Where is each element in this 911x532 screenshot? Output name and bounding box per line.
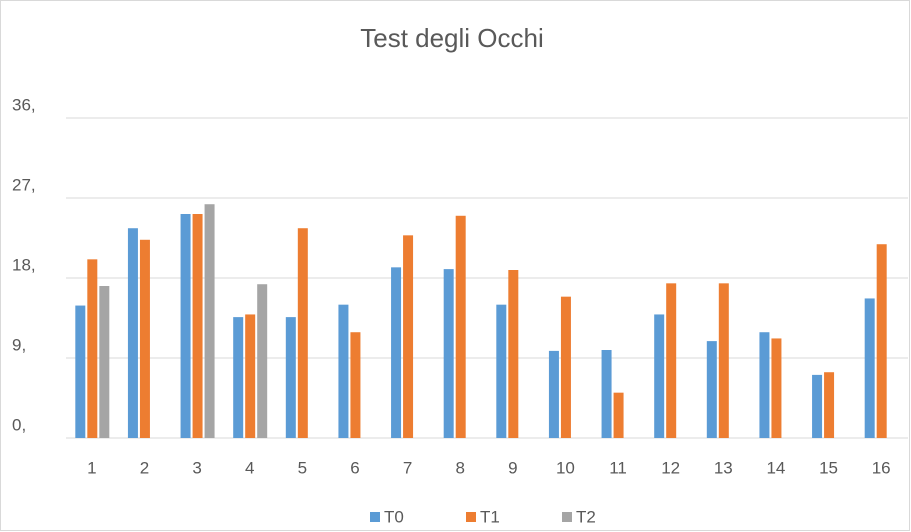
x-tick-label: 4 xyxy=(245,458,254,477)
bar xyxy=(666,283,677,438)
bar xyxy=(285,317,296,438)
bar xyxy=(548,350,559,438)
bar xyxy=(338,304,349,438)
bar xyxy=(443,269,454,438)
x-tick-label: 3 xyxy=(192,458,201,477)
x-tick-label: 1 xyxy=(87,458,96,477)
y-tick-label: 36, xyxy=(12,95,36,114)
x-tick-label: 11 xyxy=(609,458,627,477)
legend-swatch xyxy=(370,512,380,522)
bar xyxy=(771,338,782,438)
bar xyxy=(350,332,361,438)
bar xyxy=(654,314,665,438)
bar xyxy=(508,270,519,438)
bar xyxy=(718,283,729,438)
legend-label: T1 xyxy=(480,507,500,526)
bar xyxy=(812,374,823,438)
x-tick-label: 2 xyxy=(140,458,149,477)
x-tick-label: 8 xyxy=(455,458,464,477)
bar xyxy=(127,228,138,438)
bar xyxy=(99,286,110,438)
bar xyxy=(391,267,402,438)
x-tick-label: 6 xyxy=(350,458,359,477)
bar xyxy=(87,259,98,438)
x-tick-label: 5 xyxy=(298,458,307,477)
bar xyxy=(560,296,571,438)
legend-label: T2 xyxy=(576,507,596,526)
x-tick-label: 7 xyxy=(403,458,412,477)
x-tick-label: 10 xyxy=(556,458,575,477)
bar xyxy=(139,239,150,438)
x-tick-label: 15 xyxy=(819,458,838,477)
y-tick-label: 0, xyxy=(12,415,26,434)
bar xyxy=(204,204,215,438)
bar xyxy=(601,350,612,438)
bar xyxy=(245,314,256,438)
x-tick-label: 9 xyxy=(508,458,517,477)
bar xyxy=(403,235,414,438)
bar xyxy=(75,305,86,438)
bar xyxy=(496,304,507,438)
legend-swatch xyxy=(466,512,476,522)
bar xyxy=(233,317,244,438)
bar xyxy=(864,298,875,438)
x-tick-label: 16 xyxy=(872,458,891,477)
bar xyxy=(824,372,835,438)
bar xyxy=(180,214,191,438)
legend-swatch xyxy=(562,512,572,522)
x-tick-label: 14 xyxy=(766,458,785,477)
bar xyxy=(876,244,887,438)
x-tick-label: 13 xyxy=(714,458,733,477)
x-tick-label: 12 xyxy=(661,458,680,477)
legend-label: T0 xyxy=(384,507,404,526)
bar xyxy=(192,214,203,438)
bar xyxy=(455,215,466,438)
bar xyxy=(759,332,770,438)
y-tick-label: 18, xyxy=(12,255,36,274)
bar xyxy=(706,341,717,438)
bar xyxy=(257,284,268,438)
chart-title: Test degli Occhi xyxy=(360,23,544,53)
bar xyxy=(297,228,308,438)
y-tick-label: 27, xyxy=(12,175,36,194)
bar xyxy=(613,392,624,438)
y-tick-label: 9, xyxy=(12,335,26,354)
